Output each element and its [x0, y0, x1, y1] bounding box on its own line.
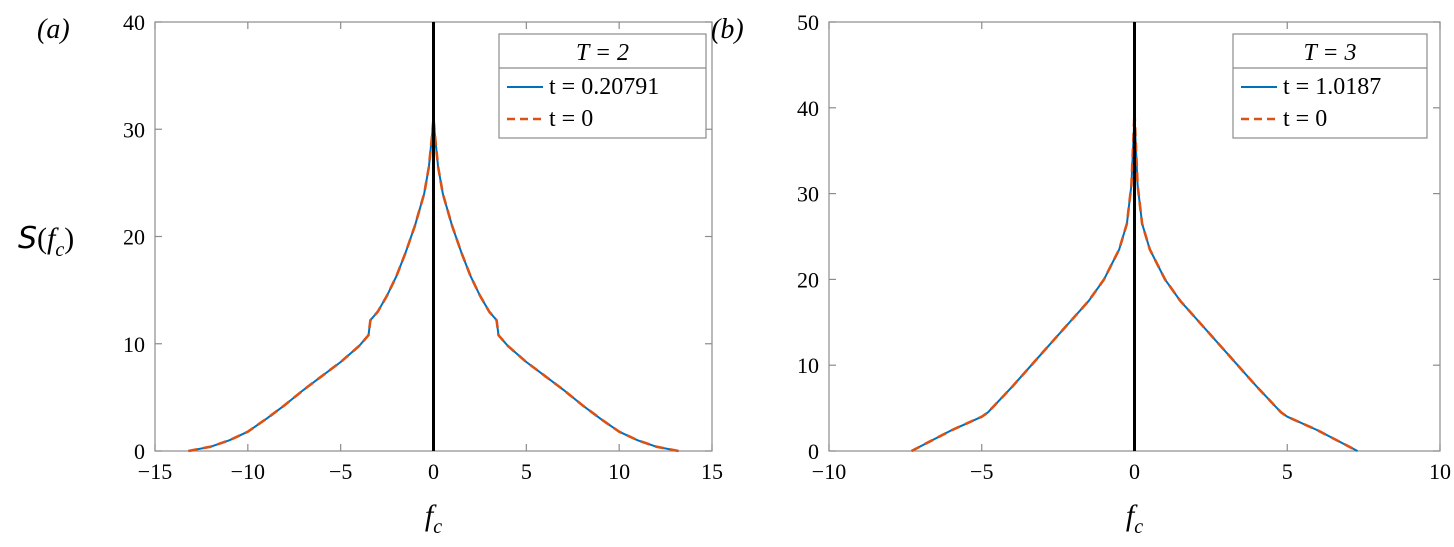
x-tick-label: 10: [1429, 459, 1451, 484]
x-tick-label: 15: [701, 459, 723, 484]
panel-a: −15 −10 −5 0 5 10 15 0 10 20 30 40 (a) fc S(fc) T = 2 t …: [18, 10, 723, 538]
x-tick-label: 5: [1282, 459, 1293, 484]
x-tick-label: 5: [521, 459, 532, 484]
y-tick-label: 20: [123, 225, 145, 250]
legend-entry: t = 1.0187: [1283, 74, 1381, 100]
panel-label: (a): [37, 14, 70, 45]
x-tick-label: 10: [608, 459, 630, 484]
x-axis-label: fc: [425, 499, 442, 538]
x-tick-label: −5: [329, 459, 352, 484]
legend-title: T = 3: [1303, 40, 1356, 66]
y-tick-label: 40: [797, 96, 819, 121]
legend-entry: t = 0.20791: [549, 74, 659, 100]
x-tick-label: 0: [1129, 459, 1140, 484]
panel-label: (b): [711, 14, 744, 45]
y-tick-label: 40: [123, 10, 145, 35]
x-tick-label: −10: [231, 459, 265, 484]
panel-b: −10 −5 0 5 10 0 10 20 30 40 50 (b) fc T = 3 t = 1.0187…: [711, 10, 1451, 538]
legend-entry: t = 0: [549, 106, 593, 132]
legend: T = 2 t = 0.20791 t = 0: [498, 33, 707, 139]
x-tick-label: −15: [138, 459, 172, 484]
legend-entry: t = 0: [1283, 106, 1327, 132]
x-axis-label: fc: [1126, 499, 1143, 538]
y-tick-label: 10: [797, 353, 819, 378]
x-tick-label: −5: [970, 459, 993, 484]
x-tick-label: −10: [812, 459, 846, 484]
y-tick-label: 30: [797, 182, 819, 207]
y-tick-label: 10: [123, 332, 145, 357]
y-tick-label: 50: [797, 10, 819, 35]
x-tick-label: 0: [428, 459, 439, 484]
y-tick-label: 0: [134, 439, 145, 464]
y-tick-label: 20: [797, 267, 819, 292]
legend: T = 3 t = 1.0187 t = 0: [1232, 33, 1428, 139]
y-axis-label: S(fc): [18, 221, 74, 261]
series-line-t0: [910, 110, 1359, 453]
y-tick-label: 30: [123, 117, 145, 142]
y-tick-label: 0: [808, 439, 819, 464]
legend-title: T = 2: [576, 40, 629, 66]
